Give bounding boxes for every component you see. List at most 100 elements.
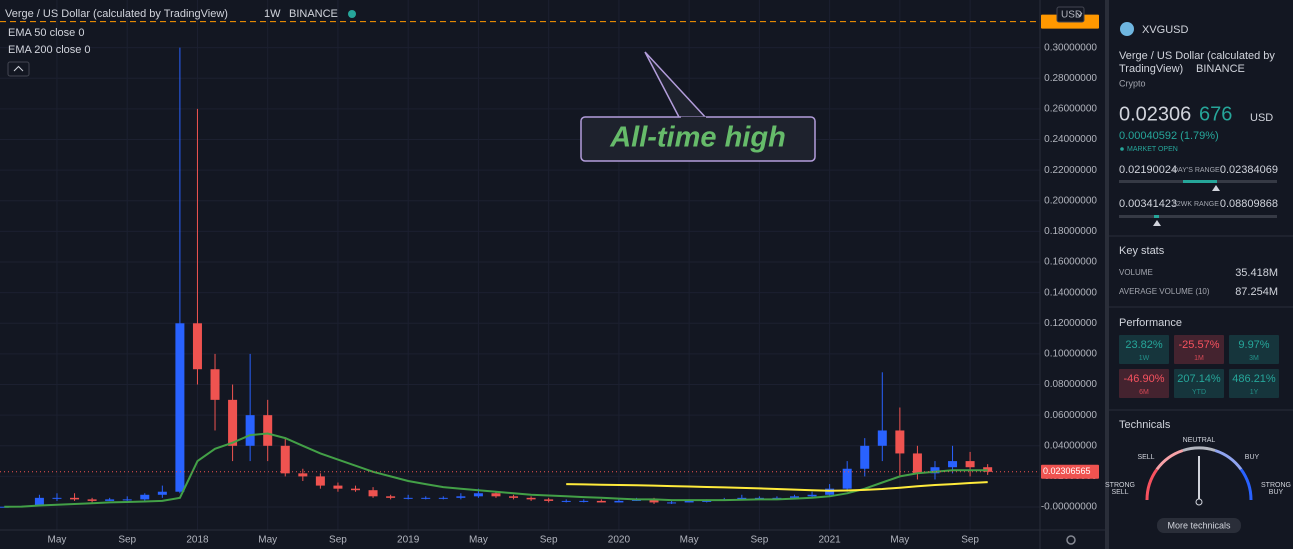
ema-line bbox=[566, 481, 988, 492]
day-range-label: DAY'S RANGE bbox=[1173, 167, 1220, 174]
candle-body bbox=[544, 499, 554, 501]
candle-body bbox=[772, 497, 782, 499]
candle-body bbox=[386, 496, 396, 498]
section-title: Performance bbox=[1119, 317, 1182, 329]
gauge-arc bbox=[1214, 449, 1243, 471]
performance-value: 9.97% bbox=[1238, 339, 1269, 351]
more-technicals-label[interactable]: More technicals bbox=[1167, 520, 1231, 530]
symbol-logo bbox=[1120, 22, 1134, 36]
performance-value: 207.14% bbox=[1177, 373, 1221, 385]
grid bbox=[0, 0, 1040, 530]
wk-range-marker bbox=[1153, 220, 1161, 226]
candle-body bbox=[877, 430, 887, 446]
price-extra: 676 bbox=[1199, 103, 1232, 125]
wk-range-fill bbox=[1154, 215, 1159, 218]
performance-period: 1W bbox=[1139, 355, 1150, 362]
performance-tile[interactable] bbox=[1229, 335, 1279, 364]
performance-value: 23.82% bbox=[1125, 339, 1163, 351]
candle-body bbox=[210, 369, 220, 400]
more-technicals-button[interactable] bbox=[1157, 518, 1241, 533]
collapse-icon bbox=[13, 65, 24, 72]
candle-body bbox=[842, 468, 852, 489]
callout: All-time high bbox=[580, 51, 816, 162]
candle-body bbox=[280, 445, 290, 474]
candle-body bbox=[948, 461, 958, 468]
candle-body bbox=[965, 461, 975, 468]
candle-body bbox=[157, 491, 167, 495]
performance-tile[interactable] bbox=[1119, 369, 1169, 398]
performance-period: 1Y bbox=[1250, 389, 1259, 396]
candle-body bbox=[667, 502, 677, 504]
currency-button[interactable] bbox=[1056, 6, 1085, 23]
candle-body bbox=[895, 430, 905, 454]
gauge bbox=[1145, 446, 1253, 506]
stat-value: 35.418M bbox=[1235, 267, 1278, 279]
y-tick-label: 0.18000000 bbox=[1044, 226, 1097, 237]
y-tick-label: 0.12000000 bbox=[1044, 318, 1097, 329]
performance-tile[interactable] bbox=[1174, 369, 1224, 398]
performance-tile[interactable] bbox=[1174, 335, 1224, 364]
x-tick-label: 2020 bbox=[608, 535, 631, 546]
market-dot bbox=[1120, 147, 1124, 151]
candle-body bbox=[351, 488, 360, 491]
sidebar-divider bbox=[1105, 0, 1109, 549]
gauge-label: NEUTRAL bbox=[1183, 437, 1216, 444]
currency[interactable]: USD bbox=[1061, 10, 1082, 21]
candle-body bbox=[737, 497, 747, 500]
candle-body bbox=[70, 497, 80, 500]
y-tick-label: 0.30000000 bbox=[1044, 42, 1097, 53]
exchange: BINANCE bbox=[1196, 63, 1245, 75]
candle-body bbox=[245, 415, 255, 446]
candle-body bbox=[87, 499, 97, 501]
wk-range-label: 52WK RANGE bbox=[1173, 201, 1219, 208]
performance-tile[interactable] bbox=[1119, 335, 1169, 364]
gauge-label: STRONG bbox=[1261, 482, 1291, 489]
description: TradingView) bbox=[1119, 63, 1183, 75]
gauge-arc bbox=[1239, 468, 1253, 501]
candle-body bbox=[930, 467, 940, 474]
performance-value: -25.57% bbox=[1179, 339, 1220, 351]
plot bbox=[0, 21, 1040, 508]
candle-body bbox=[790, 496, 799, 498]
legend-entry[interactable]: EMA 50 close 0 bbox=[8, 27, 84, 39]
chart-background bbox=[0, 0, 1105, 549]
category: Crypto bbox=[1119, 78, 1146, 88]
performance-tile[interactable] bbox=[1229, 369, 1279, 398]
candle-body bbox=[702, 500, 712, 502]
candle-body bbox=[368, 490, 378, 497]
currency-caret bbox=[1076, 12, 1083, 17]
section-title: Technicals bbox=[1119, 419, 1171, 431]
settings-icon[interactable] bbox=[1066, 535, 1076, 545]
wk-low: 0.00341423 bbox=[1119, 198, 1177, 210]
legend-entry[interactable]: EMA 200 close 0 bbox=[8, 44, 91, 56]
y-tick-label: 0.04000000 bbox=[1044, 440, 1097, 451]
market-status: MARKET OPEN bbox=[1127, 146, 1178, 153]
gauge-label: SELL bbox=[1137, 454, 1154, 461]
candle-body bbox=[105, 499, 115, 501]
performance-grid: 23.82% 1W -25.57% 1M 9.97% 3M -46.90% 6M 207.14%… bbox=[1119, 335, 1279, 398]
description: Verge / US Dollar (calculated by bbox=[1119, 50, 1275, 62]
collapse-button[interactable] bbox=[7, 61, 30, 77]
gauge-label: SELL bbox=[1111, 489, 1128, 496]
y-tick-label: 0.16000000 bbox=[1044, 257, 1097, 268]
gauge-arc bbox=[1182, 446, 1216, 452]
stat-label: AVERAGE VOLUME (10) bbox=[1119, 287, 1210, 296]
axes: -0.000000000.020000000.040000000.0600000… bbox=[48, 14, 1099, 546]
exchange: BINANCE bbox=[289, 8, 338, 20]
performance-period: 3M bbox=[1249, 355, 1259, 362]
performance-period: YTD bbox=[1192, 389, 1206, 396]
x-tick-label: 2019 bbox=[397, 535, 420, 546]
candle-body bbox=[509, 496, 519, 498]
symbol[interactable]: XVGUSD bbox=[1142, 24, 1189, 36]
y-tick-label: 0.10000000 bbox=[1044, 349, 1097, 360]
x-tick-label: May bbox=[258, 535, 277, 546]
candle-body bbox=[912, 453, 922, 474]
price-axis bbox=[1040, 0, 1105, 530]
day-range-fill bbox=[1183, 180, 1217, 183]
candle-body bbox=[403, 497, 413, 499]
gauge-arc bbox=[1155, 449, 1184, 471]
y-tick-label: 0.20000000 bbox=[1044, 195, 1097, 206]
interval: 1W bbox=[264, 8, 281, 20]
day-high: 0.02384069 bbox=[1220, 164, 1278, 176]
